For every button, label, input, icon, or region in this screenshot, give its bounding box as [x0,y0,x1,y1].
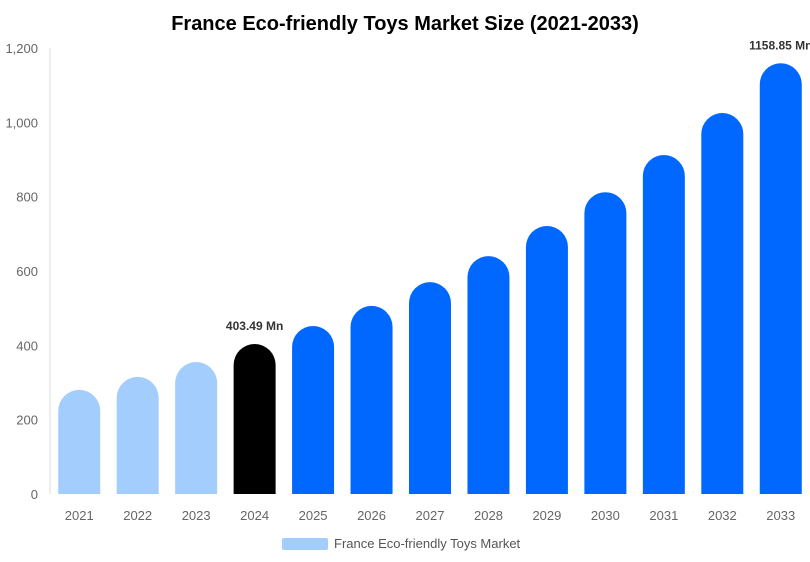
y-tick-label: 1,200 [5,41,38,56]
x-tick-label: 2029 [532,508,561,523]
y-tick-label: 600 [16,264,38,279]
x-tick-label: 2022 [123,508,152,523]
bar-2031[interactable] [642,155,685,494]
x-tick-label: 2031 [649,508,678,523]
x-tick-label: 2026 [357,508,386,523]
bar-2029[interactable] [525,226,568,495]
y-tick-label: 0 [31,487,38,502]
data-label: 1158.85 Mn [749,38,810,52]
x-tick-label: 2021 [65,508,94,523]
legend-swatch [282,538,328,550]
bar-2022[interactable] [116,376,159,494]
bar-2028[interactable] [467,256,510,494]
x-tick-label: 2028 [474,508,503,523]
bar-2033[interactable] [759,63,802,494]
bar-2032[interactable] [701,113,744,494]
bar-2025[interactable] [292,326,335,494]
bar-2026[interactable] [350,305,393,494]
bar-2024[interactable] [233,344,276,494]
y-tick-label: 1,000 [5,115,38,130]
legend-label: France Eco-friendly Toys Market [334,536,521,551]
legend[interactable]: France Eco-friendly Toys Market [282,536,521,551]
y-tick-label: 200 [16,413,38,428]
bar-2030[interactable] [584,192,627,494]
x-tick-label: 2023 [182,508,211,523]
y-tick-label: 800 [16,190,38,205]
x-tick-label: 2033 [766,508,795,523]
bar-2023[interactable] [175,362,218,494]
bar-2027[interactable] [409,282,451,494]
bar-2021[interactable] [58,389,101,494]
x-tick-label: 2030 [591,508,620,523]
x-tick-label: 2024 [240,508,269,523]
x-tick-label: 2025 [299,508,328,523]
x-tick-label: 2027 [416,508,445,523]
chart-title: France Eco-friendly Toys Market Size (20… [171,13,639,35]
data-label: 403.49 Mn [226,319,283,333]
y-tick-label: 400 [16,338,38,353]
x-tick-label: 2032 [708,508,737,523]
